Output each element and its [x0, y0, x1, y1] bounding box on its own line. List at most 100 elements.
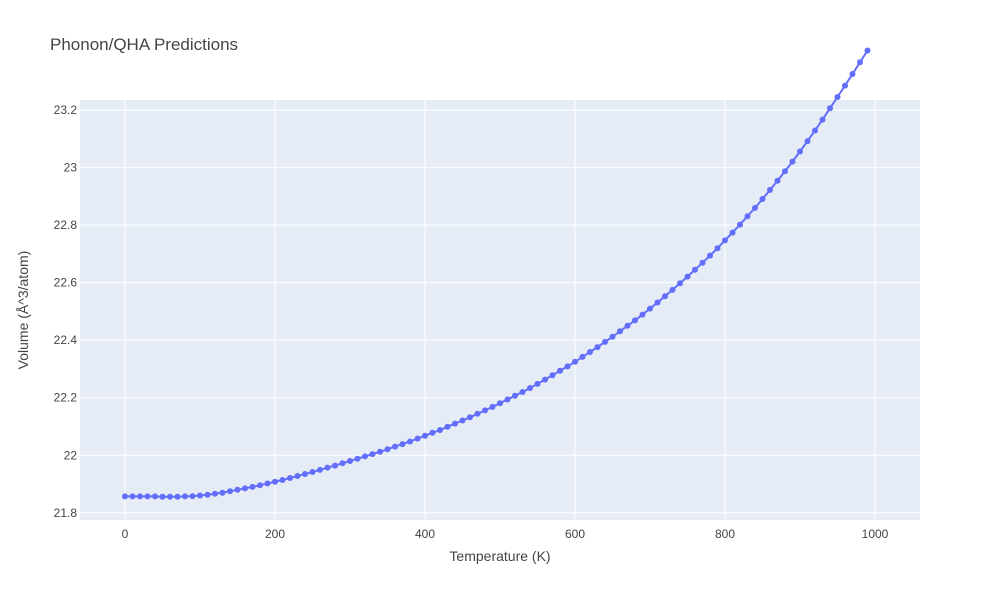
data-point[interactable] [317, 466, 323, 473]
data-point[interactable] [857, 59, 863, 66]
data-point[interactable] [189, 493, 196, 500]
data-point[interactable] [609, 333, 616, 340]
data-point[interactable] [752, 204, 758, 211]
data-point[interactable] [602, 338, 608, 345]
data-point[interactable] [444, 423, 451, 430]
data-point[interactable] [557, 367, 563, 374]
data-point[interactable] [594, 344, 601, 351]
data-point[interactable] [347, 458, 353, 464]
data-point[interactable] [707, 252, 713, 259]
data-point[interactable] [474, 410, 481, 417]
data-point[interactable] [384, 446, 391, 453]
data-point[interactable] [159, 493, 166, 500]
data-point[interactable] [677, 280, 683, 287]
data-point[interactable] [242, 485, 248, 492]
data-point[interactable] [729, 229, 736, 236]
data-point[interactable] [264, 480, 271, 487]
data-point[interactable] [144, 493, 151, 500]
data-point[interactable] [437, 427, 443, 433]
data-point[interactable] [309, 469, 316, 475]
data-point[interactable] [587, 349, 593, 355]
data-point[interactable] [362, 453, 368, 460]
data-point[interactable] [287, 475, 293, 481]
data-point[interactable] [549, 372, 556, 379]
data-point[interactable] [234, 486, 241, 493]
data-point[interactable] [662, 293, 668, 300]
data-point[interactable] [422, 432, 428, 439]
data-point[interactable] [819, 116, 826, 123]
data-point[interactable] [152, 493, 158, 500]
data-point[interactable] [182, 493, 188, 500]
data-point[interactable] [302, 471, 308, 477]
data-point[interactable] [632, 317, 638, 324]
data-point[interactable] [504, 396, 511, 403]
data-point[interactable] [482, 407, 488, 414]
data-point[interactable] [699, 259, 706, 266]
data-point[interactable] [354, 455, 361, 462]
data-point[interactable] [167, 493, 173, 500]
data-point[interactable] [219, 489, 226, 496]
data-point[interactable] [767, 187, 773, 193]
data-point[interactable] [399, 441, 406, 448]
data-point[interactable] [519, 389, 526, 395]
data-point[interactable] [497, 400, 503, 407]
data-point[interactable] [392, 443, 398, 450]
data-point[interactable] [377, 448, 383, 455]
data-point[interactable] [804, 138, 811, 145]
data-point[interactable] [737, 221, 743, 228]
data-point[interactable] [174, 493, 181, 500]
data-point[interactable] [714, 245, 721, 252]
data-point[interactable] [534, 380, 541, 387]
data-point[interactable] [692, 266, 698, 273]
data-point[interactable] [722, 237, 728, 244]
data-point[interactable] [512, 392, 518, 399]
data-point[interactable] [137, 493, 143, 500]
data-point[interactable] [617, 328, 623, 335]
data-point[interactable] [527, 385, 533, 391]
data-point[interactable] [744, 213, 751, 220]
data-point[interactable] [122, 493, 128, 500]
data-point[interactable] [279, 477, 286, 483]
data-point[interactable] [572, 358, 578, 365]
data-point[interactable] [227, 488, 233, 495]
data-point[interactable] [827, 105, 833, 112]
data-point[interactable] [782, 168, 788, 175]
data-point[interactable] [864, 47, 871, 54]
data-point[interactable] [332, 462, 338, 469]
data-point[interactable] [272, 478, 278, 485]
data-point[interactable] [774, 177, 781, 184]
data-point[interactable] [294, 473, 301, 479]
data-point[interactable] [452, 420, 458, 427]
data-point[interactable] [257, 482, 263, 489]
data-point[interactable] [759, 196, 766, 202]
data-point[interactable] [834, 94, 841, 100]
data-point[interactable] [564, 363, 571, 370]
data-point[interactable] [684, 273, 691, 280]
data-point[interactable] [669, 286, 676, 293]
data-point[interactable] [489, 403, 496, 410]
data-point[interactable] [407, 438, 413, 445]
data-point[interactable] [842, 82, 848, 89]
data-point[interactable] [429, 429, 436, 436]
data-point[interactable] [204, 491, 211, 498]
data-point[interactable] [369, 451, 376, 458]
data-point[interactable] [624, 322, 631, 329]
data-point[interactable] [339, 460, 346, 467]
data-point[interactable] [467, 414, 473, 421]
data-point[interactable] [414, 435, 421, 442]
data-point[interactable] [647, 305, 653, 312]
data-point[interactable] [129, 493, 136, 500]
data-point[interactable] [812, 127, 818, 134]
data-point[interactable] [654, 299, 661, 306]
data-point[interactable] [789, 158, 796, 165]
data-point[interactable] [797, 148, 803, 155]
data-point[interactable] [324, 464, 331, 471]
data-point[interactable] [212, 490, 218, 497]
data-point[interactable] [197, 492, 203, 499]
data-point[interactable] [849, 71, 856, 77]
data-point[interactable] [639, 311, 646, 318]
data-point[interactable] [459, 417, 466, 424]
data-point[interactable] [579, 353, 586, 360]
data-point[interactable] [249, 483, 256, 490]
data-point[interactable] [542, 376, 548, 383]
